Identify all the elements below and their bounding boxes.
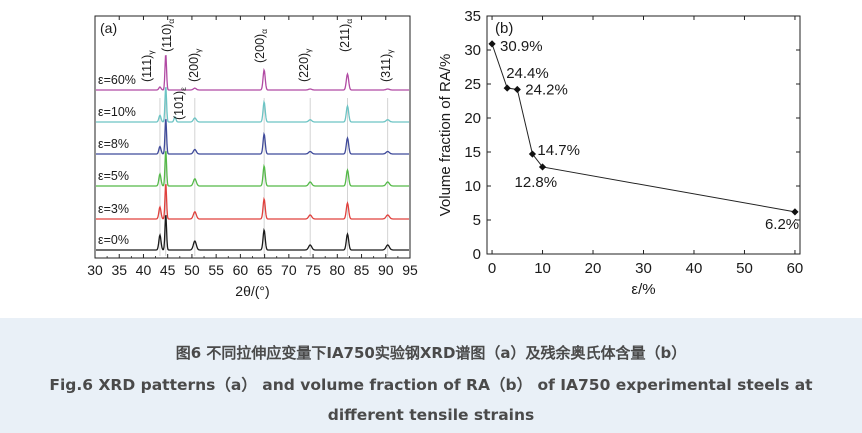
peak-label-hkl: (220) [297, 53, 311, 82]
peak-label: (211)α [338, 19, 354, 52]
peak-label-phase: α [166, 19, 176, 24]
caption-chinese: 图6 不同拉伸应变量下IA750实验钢XRD谱图（a）及残余奥氏体含量（b） [175, 344, 687, 362]
peak-label-hkl: (200) [253, 34, 267, 63]
x-tick-label: 65 [257, 262, 273, 278]
peak-label-hkl: (211) [338, 24, 352, 52]
peak-label-phase: α [259, 29, 269, 34]
peak-label-phase: γ [146, 50, 156, 55]
x-tick-label: 55 [208, 262, 224, 278]
peak-label: (110)α [160, 19, 176, 52]
strain-label: ε=60% [98, 73, 136, 87]
ra-data-label: 24.2% [525, 81, 568, 98]
caption-english: Fig.6 XRD patterns（a） and volume fractio… [49, 376, 813, 424]
peak-label: (311)γ [379, 49, 395, 82]
x-tick-label: 90 [378, 262, 394, 278]
ra-fraction-chart: 0 10 20 30 40 50 60 0 5 10 15 20 25 30 35 ε/% Volume fra… [437, 8, 804, 298]
x-tick-label: 40 [686, 260, 703, 277]
ra-data-label: 12.8% [515, 174, 558, 191]
panel-label: (a) [100, 20, 117, 36]
y-tick-label: 5 [473, 212, 481, 229]
y-tick-label: 35 [464, 8, 481, 25]
x-tick-label: 30 [87, 262, 103, 278]
x-tick-label: 60 [233, 262, 249, 278]
ra-data-label: 24.4% [506, 65, 549, 82]
peak-label-phase: α [344, 19, 354, 24]
panel-label: (b) [495, 20, 513, 37]
x-tick-label: 80 [330, 262, 346, 278]
x-axis-title: 2θ/(°) [235, 283, 269, 299]
xrd-curve-5 [96, 87, 409, 123]
xrd-curve-2 [96, 184, 409, 220]
x-tick-label: 35 [111, 262, 127, 278]
peak-label-phase: γ [193, 48, 203, 53]
ra-data-point [791, 208, 799, 216]
peak-label-phase: γ [303, 48, 313, 53]
y-tick-label: 20 [464, 110, 481, 127]
x-tick-label: 45 [160, 262, 176, 278]
peak-label-phase: ε [178, 87, 188, 91]
y-tick-label: 10 [464, 178, 481, 195]
y-tick-label: 0 [473, 246, 481, 263]
x-tick-label: 50 [184, 262, 200, 278]
x-tick-label: 40 [136, 262, 152, 278]
ra-data-point [528, 150, 537, 158]
strain-label: ε=5% [98, 169, 129, 183]
peak-label: (111)γ [140, 50, 156, 82]
strain-label: ε=10% [98, 105, 136, 119]
peak-label: (200)α [253, 29, 269, 63]
x-tick-label: 0 [488, 260, 496, 277]
strain-label: ε=8% [98, 137, 129, 151]
ra-data-point [503, 84, 511, 92]
xrd-curve-1 [96, 215, 409, 251]
x-tick-label: 60 [787, 260, 804, 277]
ra-data-point [488, 40, 496, 48]
ra-data-point [513, 85, 521, 94]
strain-label: ε=0% [98, 233, 129, 247]
x-axis-title: ε/% [631, 281, 655, 298]
x-tick-label: 30 [635, 260, 652, 277]
strain-label: ε=3% [98, 202, 129, 216]
peak-label: (101)ε [172, 87, 188, 120]
x-tick-label: 85 [354, 262, 370, 278]
peak-label-hkl: (311) [379, 54, 393, 82]
peak-label-hkl: (111) [140, 55, 154, 82]
ra-series-line [491, 43, 796, 213]
peak-label: (200)γ [187, 48, 203, 82]
x-tick-label: 95 [402, 262, 418, 278]
x-tick-label: 50 [736, 260, 753, 277]
peak-label-phase: γ [385, 49, 395, 54]
peak-label: (220)γ [297, 48, 313, 82]
x-tick-label: 20 [585, 260, 602, 277]
peak-label-hkl: (110) [160, 24, 174, 52]
figure-caption: 图6 不同拉伸应变量下IA750实验钢XRD谱图（a）及残余奥氏体含量（b） F… [0, 318, 862, 433]
ra-data-label: 30.9% [500, 38, 543, 55]
y-axis-title: Volume fraction of RA/% [437, 54, 454, 217]
y-tick-label: 30 [464, 42, 481, 59]
xrd-curve-6 [96, 55, 409, 91]
xrd-curve-3 [96, 151, 409, 187]
y-tick-label: 15 [464, 144, 481, 161]
x-tick-label: 75 [305, 262, 321, 278]
peak-label-hkl: (200) [187, 53, 201, 82]
ra-data-label: 6.2% [765, 216, 799, 233]
peak-label-hkl: (101) [172, 91, 186, 120]
x-tick-label: 10 [534, 260, 551, 277]
figure: 30 35 40 45 50 55 60 65 70 75 80 85 90 95 2θ/(°) (a) ε=0… [87, 8, 804, 299]
y-tick-label: 25 [464, 76, 481, 93]
x-tick-label: 70 [281, 262, 297, 278]
xrd-patterns-chart: 30 35 40 45 50 55 60 65 70 75 80 85 90 95 2θ/(°) (a) ε=0… [87, 15, 418, 299]
xrd-curve-4 [96, 119, 409, 155]
ra-data-label: 14.7% [537, 142, 580, 159]
